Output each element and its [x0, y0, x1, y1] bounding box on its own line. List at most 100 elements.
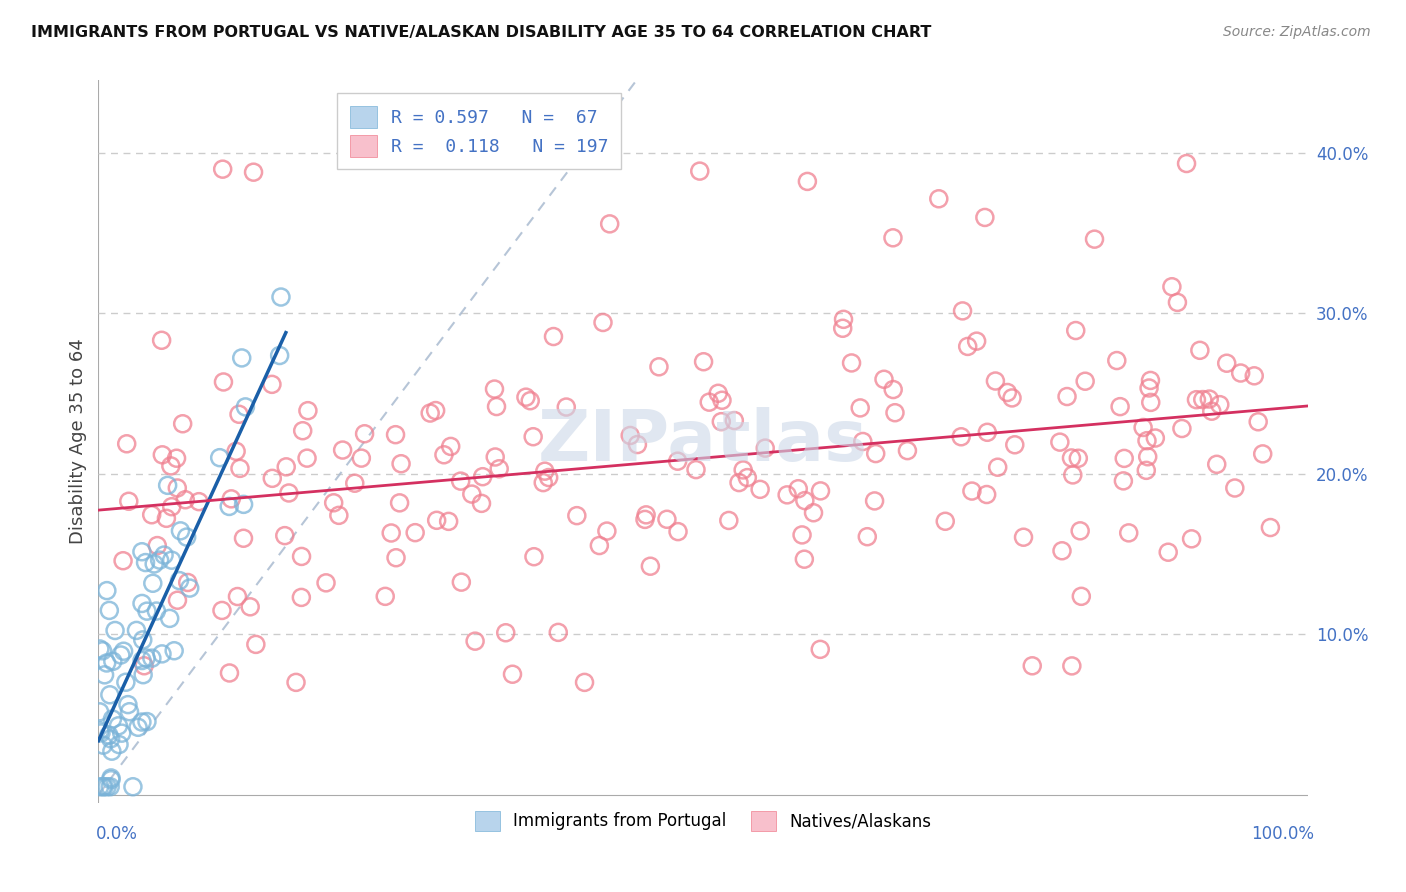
Point	[270, 290, 292, 304]
Point	[502, 667, 524, 681]
Point	[1114, 451, 1136, 466]
Point	[1135, 463, 1157, 477]
Point	[592, 316, 614, 330]
Point	[796, 174, 818, 188]
Point	[187, 494, 209, 508]
Point	[97, 728, 120, 742]
Point	[160, 458, 183, 473]
Point	[849, 401, 872, 415]
Point	[987, 460, 1010, 475]
Point	[793, 552, 815, 566]
Point	[1060, 450, 1083, 465]
Point	[101, 712, 124, 726]
Point	[533, 464, 555, 478]
Point	[1243, 368, 1265, 383]
Point	[245, 637, 267, 651]
Point	[131, 654, 153, 668]
Point	[297, 403, 319, 417]
Point	[118, 705, 141, 719]
Point	[619, 428, 641, 442]
Point	[710, 415, 733, 429]
Point	[655, 512, 678, 526]
Point	[136, 714, 159, 729]
Point	[723, 413, 745, 427]
Point	[1060, 659, 1083, 673]
Point	[537, 470, 560, 484]
Point	[179, 581, 201, 595]
Point	[125, 624, 148, 638]
Point	[295, 451, 318, 466]
Point	[749, 483, 772, 497]
Point	[596, 524, 619, 538]
Point	[737, 470, 759, 484]
Point	[276, 459, 298, 474]
Point	[150, 333, 173, 347]
Point	[239, 599, 262, 614]
Point	[322, 496, 344, 510]
Point	[484, 382, 506, 396]
Point	[131, 545, 153, 559]
Point	[685, 462, 707, 476]
Point	[274, 528, 297, 542]
Point	[285, 675, 308, 690]
Point	[169, 574, 191, 588]
Point	[776, 488, 799, 502]
Point	[495, 625, 517, 640]
Point	[89, 705, 111, 719]
Point	[832, 312, 855, 326]
Point	[219, 491, 242, 506]
Point	[522, 430, 544, 444]
Point	[470, 496, 492, 510]
Point	[599, 217, 621, 231]
Point	[93, 668, 115, 682]
Point	[91, 780, 114, 794]
Point	[146, 539, 169, 553]
Point	[1070, 590, 1092, 604]
Point	[226, 590, 249, 604]
Point	[648, 359, 671, 374]
Point	[101, 744, 124, 758]
Point	[1136, 450, 1159, 464]
Point	[697, 395, 720, 409]
Point	[1201, 404, 1223, 418]
Point	[149, 553, 172, 567]
Point	[155, 511, 177, 525]
Point	[389, 457, 412, 471]
Point	[107, 719, 129, 733]
Point	[1056, 390, 1078, 404]
Point	[1198, 392, 1220, 406]
Point	[440, 439, 463, 453]
Point	[1105, 353, 1128, 368]
Point	[150, 448, 173, 462]
Point	[1185, 392, 1208, 407]
Point	[260, 377, 283, 392]
Point	[543, 329, 565, 343]
Point	[353, 426, 375, 441]
Point	[160, 553, 183, 567]
Point	[91, 738, 114, 752]
Point	[315, 575, 337, 590]
Point	[928, 192, 950, 206]
Point	[803, 506, 825, 520]
Point	[488, 462, 510, 476]
Point	[228, 407, 250, 421]
Point	[711, 393, 734, 408]
Point	[471, 469, 494, 483]
Point	[115, 437, 138, 451]
Point	[754, 441, 776, 455]
Point	[150, 647, 173, 661]
Point	[110, 648, 132, 662]
Point	[108, 738, 131, 752]
Point	[136, 604, 159, 618]
Point	[380, 526, 402, 541]
Point	[1251, 447, 1274, 461]
Point	[166, 481, 188, 495]
Point	[374, 590, 396, 604]
Point	[211, 603, 233, 617]
Point	[464, 634, 486, 648]
Point	[174, 492, 197, 507]
Point	[172, 417, 194, 431]
Point	[89, 723, 111, 738]
Point	[896, 443, 918, 458]
Point	[666, 454, 689, 468]
